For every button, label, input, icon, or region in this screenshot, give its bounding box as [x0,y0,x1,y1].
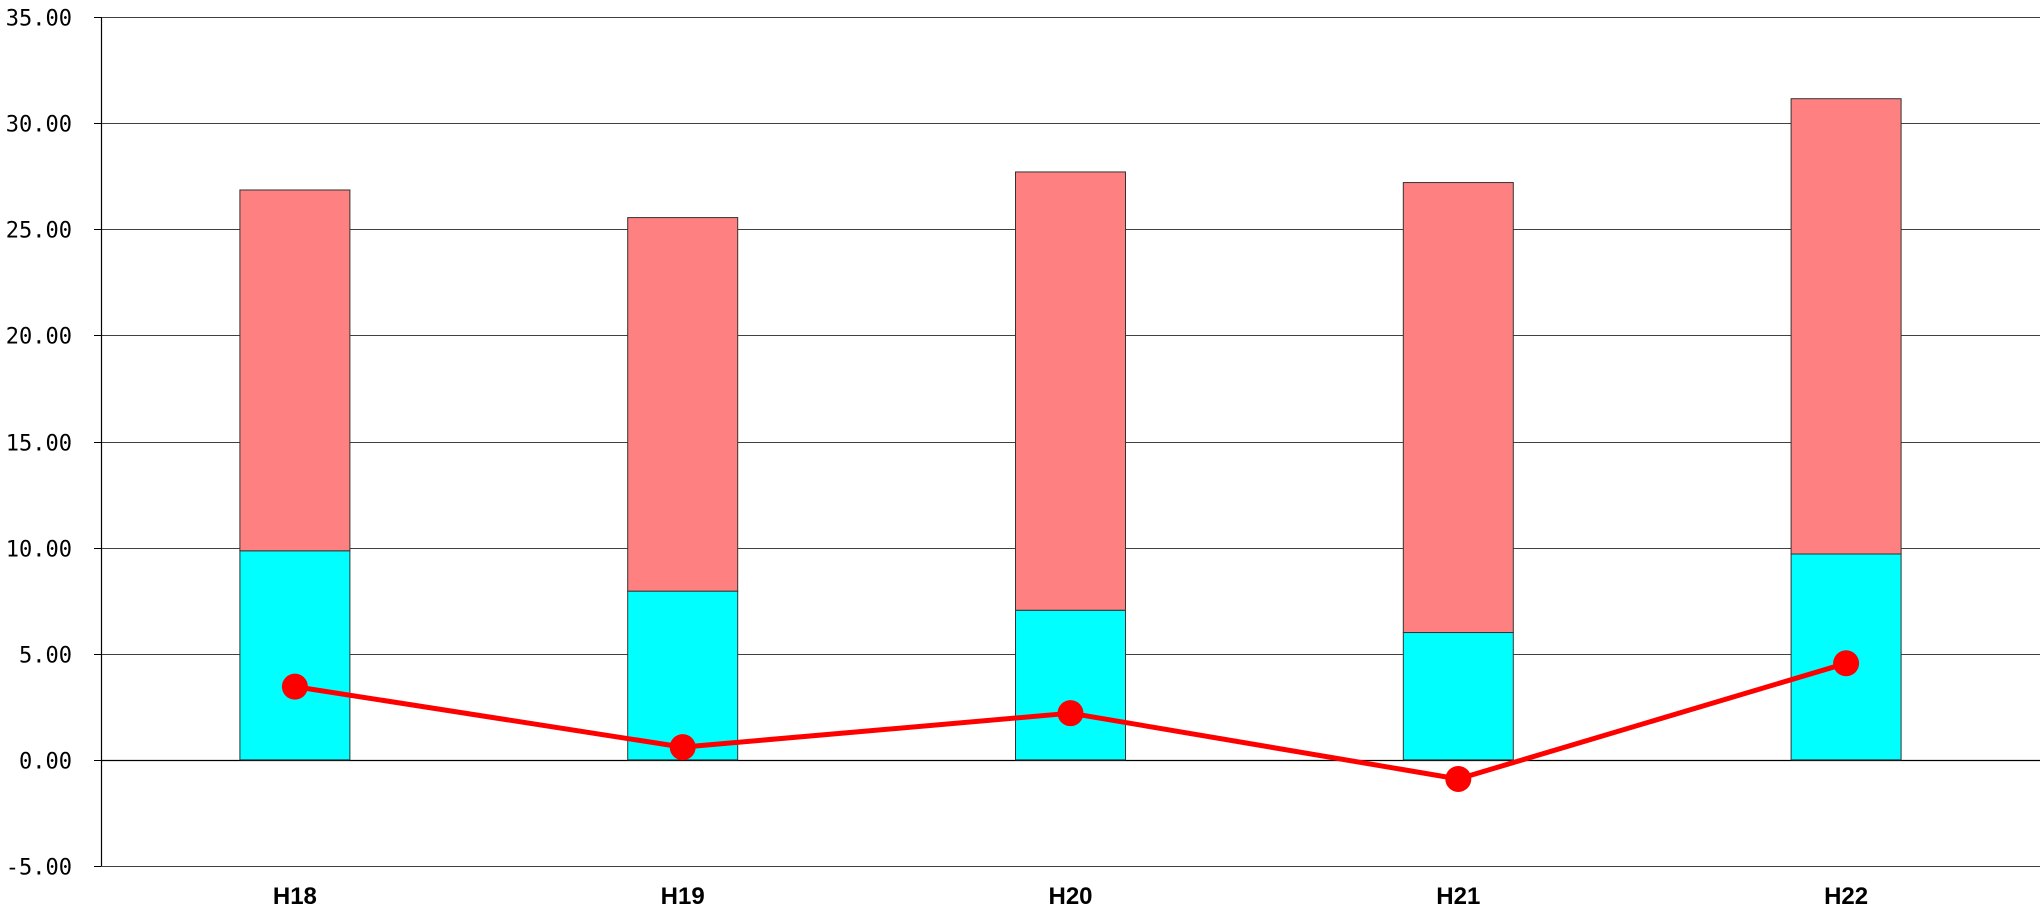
y-tick-label: 10.00 [6,538,72,563]
x-tick-label: H19 [661,883,705,910]
x-tick-label: H18 [273,883,317,910]
bar-series [239,98,1902,761]
line-point [281,673,308,700]
y-tick-label: 25.00 [6,219,72,244]
y-tick-label: 0.00 [19,750,72,775]
y-tick-label: 20.00 [6,325,72,350]
bar-segment-upper [239,189,351,552]
y-axis-tick-labels: 35.00 30.00 25.00 20.00 15.00 10.00 5.00 0.00 -5… [6,7,72,881]
bar-segment-lower [1015,609,1126,761]
bar-segment-upper [627,217,739,592]
bar-segment-upper [1402,182,1514,634]
line-point [1445,765,1472,792]
line-point [669,734,696,761]
axes [94,17,103,867]
y-tick-label: 30.00 [6,113,72,138]
line-point [1057,700,1084,727]
bar-segment-lower [627,590,739,761]
line-series [281,650,1860,792]
bar-segment-lower [1402,632,1514,761]
y-tick-label: 5.00 [19,644,72,669]
x-tick-label: H22 [1824,883,1868,910]
y-tick-label: 15.00 [6,432,72,457]
y-tick-label: -5.00 [6,856,72,881]
y-tick-label: 35.00 [6,7,72,32]
bar-segment-upper [1015,171,1126,611]
x-tick-label: H21 [1436,883,1480,910]
x-tick-label: H20 [1048,883,1092,910]
bar-segment-upper [1790,98,1902,555]
line-point [1833,650,1860,677]
x-axis-tick-labels: H18 H19 H20 H21 H22 [273,883,1868,910]
bar-segment-lower [239,550,351,761]
